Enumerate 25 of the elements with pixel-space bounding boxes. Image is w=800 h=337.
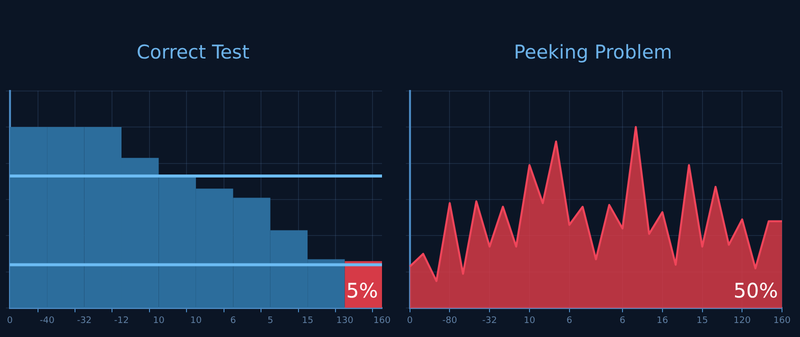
x-tick-label: 160 xyxy=(373,316,391,326)
annotation: 5% xyxy=(346,278,378,302)
annotation: 50% xyxy=(734,278,778,302)
x-tick-label: 15 xyxy=(696,316,708,326)
x-tick-label: -32 xyxy=(76,316,92,326)
x-tick-label: 160 xyxy=(773,316,791,326)
x-tick-label: 15 xyxy=(302,316,314,326)
x-tick-label: 6 xyxy=(566,316,572,326)
x-tick-label: 10 xyxy=(190,316,202,326)
x-tick-label: -12 xyxy=(114,316,129,326)
x-tick-label: 6 xyxy=(230,316,236,326)
x-tick-label: 0 xyxy=(406,316,413,326)
x-tick-label: 5 xyxy=(267,316,274,326)
chart-title: Peeking Problem xyxy=(514,41,672,64)
x-tick-label: 16 xyxy=(656,316,668,326)
x-tick-label: -32 xyxy=(482,316,497,326)
x-tick-label: -40 xyxy=(40,316,55,326)
x-tick-label: -80 xyxy=(442,316,458,326)
x-tick-label: 6 xyxy=(620,316,626,326)
chart-title: Correct Test xyxy=(136,41,250,64)
x-tick-label: 120 xyxy=(734,316,751,326)
x-tick-label: 10 xyxy=(524,316,536,326)
x-tick-label: 0 xyxy=(6,316,13,326)
x-tick-label: 130 xyxy=(336,316,354,326)
x-tick-label: 10 xyxy=(152,316,165,326)
